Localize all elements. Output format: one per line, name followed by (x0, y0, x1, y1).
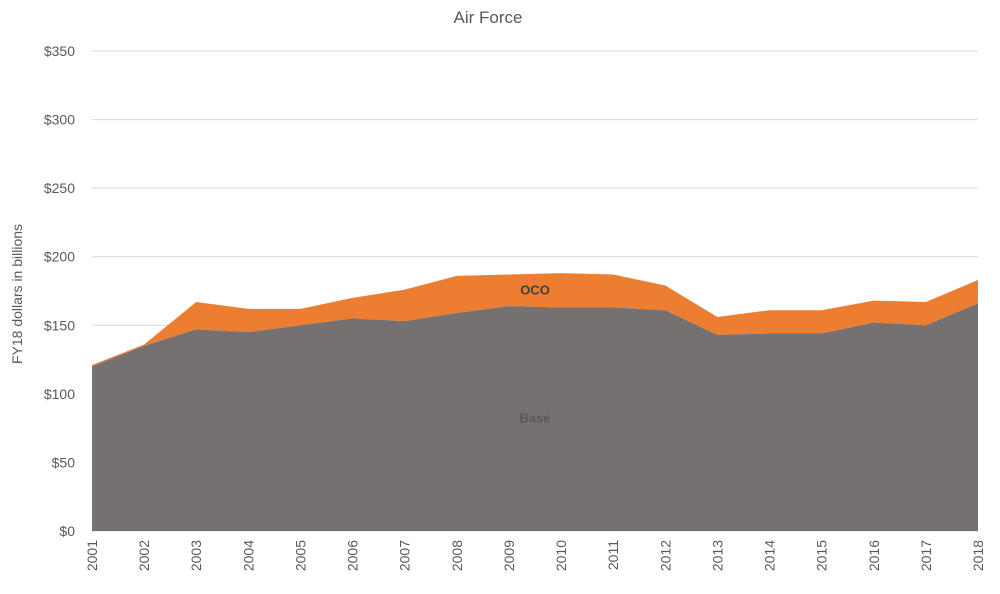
x-tick-label: 2013 (709, 540, 725, 571)
chart-title: Air Force (454, 8, 523, 27)
x-tick-label: 2004 (240, 540, 256, 571)
y-tick-label: $200 (44, 249, 75, 265)
x-tick-label: 2010 (553, 540, 569, 571)
x-tick-label: 2018 (970, 540, 986, 571)
y-axis: $0 $50 $100 $150 $200 $250 $300 $350 (44, 43, 75, 539)
x-tick-label: 2003 (188, 540, 204, 571)
plot-area (92, 273, 978, 531)
y-tick-label: $350 (44, 43, 75, 59)
y-tick-label: $250 (44, 180, 75, 196)
y-tick-label: $0 (59, 523, 75, 539)
series-label-oco: OCO (520, 282, 550, 297)
y-tick-label: $300 (44, 112, 75, 128)
y-tick-label: $50 (52, 454, 76, 470)
series-label-base: Base (519, 411, 550, 426)
series-area-oco (92, 273, 978, 367)
y-tick-label: $100 (44, 386, 75, 402)
x-tick-label: 2007 (397, 540, 413, 571)
x-tick-label: 2008 (449, 540, 465, 571)
x-tick-label: 2001 (84, 540, 100, 571)
series-area-base (92, 303, 978, 531)
series-labels: OCO Base (519, 282, 550, 425)
x-tick-label: 2014 (762, 540, 778, 571)
x-tick-label: 2006 (345, 540, 361, 571)
x-axis: 2001 2002 2003 2004 2005 2006 2007 2008 2009 2010… (84, 540, 986, 571)
y-axis-label: FY18 dollars in billions (9, 224, 25, 364)
x-tick-label: 2002 (136, 540, 152, 571)
x-tick-label: 2011 (605, 540, 621, 570)
x-tick-label: 2009 (501, 540, 517, 571)
x-tick-label: 2016 (866, 540, 882, 571)
x-tick-label: 2012 (657, 540, 673, 571)
x-tick-label: 2015 (814, 540, 830, 571)
x-tick-label: 2017 (918, 540, 934, 571)
x-tick-label: 2005 (292, 540, 308, 571)
y-tick-label: $150 (44, 317, 75, 333)
